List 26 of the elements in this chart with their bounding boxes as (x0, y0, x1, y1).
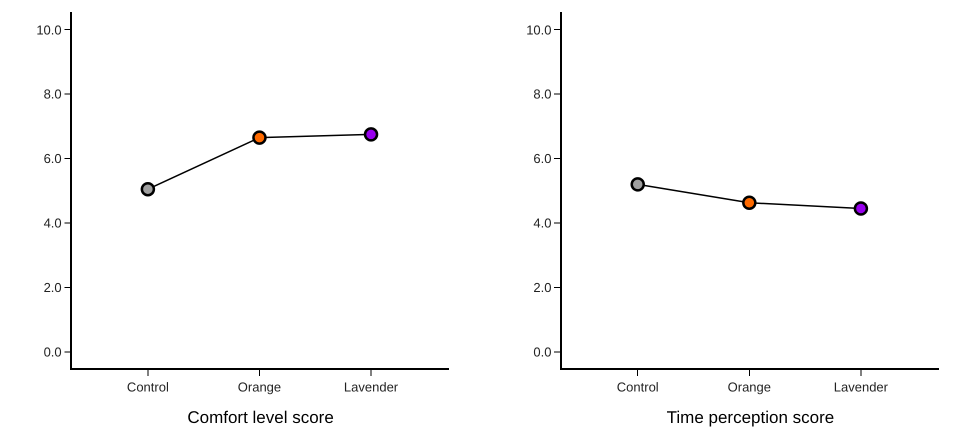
y-tick-label: 0.0 (44, 344, 62, 360)
x-tick-label: Lavender (344, 379, 399, 394)
y-tick-label: 4.0 (44, 216, 62, 231)
y-tick-label: 2.0 (44, 280, 62, 296)
x-tick-label: Control (616, 379, 659, 394)
x-tick-label: Lavender (834, 379, 889, 394)
y-tick-label: 10.0 (526, 22, 552, 38)
point (252, 130, 267, 145)
point (854, 201, 868, 216)
x-axis-title: Time perception score (666, 408, 834, 428)
y-tick-label: 8.0 (44, 86, 62, 102)
y-tick-label: 4.0 (533, 216, 552, 231)
x-axis-title: Comfort level score (187, 408, 334, 428)
point (140, 182, 156, 196)
x-tick-label: Control (126, 379, 169, 394)
y-tick-label: 6.0 (533, 151, 552, 166)
point (742, 195, 757, 210)
x-tick-label: Orange (728, 379, 772, 394)
point (630, 177, 645, 192)
y-tick-label: 2.0 (533, 280, 552, 296)
y-tick-label: 10.0 (36, 22, 62, 38)
y-tick-label: 0.0 (533, 344, 552, 360)
y-tick-label: 8.0 (533, 86, 552, 102)
point (364, 127, 378, 142)
x-tick-label: Orange (238, 379, 282, 394)
y-tick-label: 6.0 (44, 151, 62, 166)
